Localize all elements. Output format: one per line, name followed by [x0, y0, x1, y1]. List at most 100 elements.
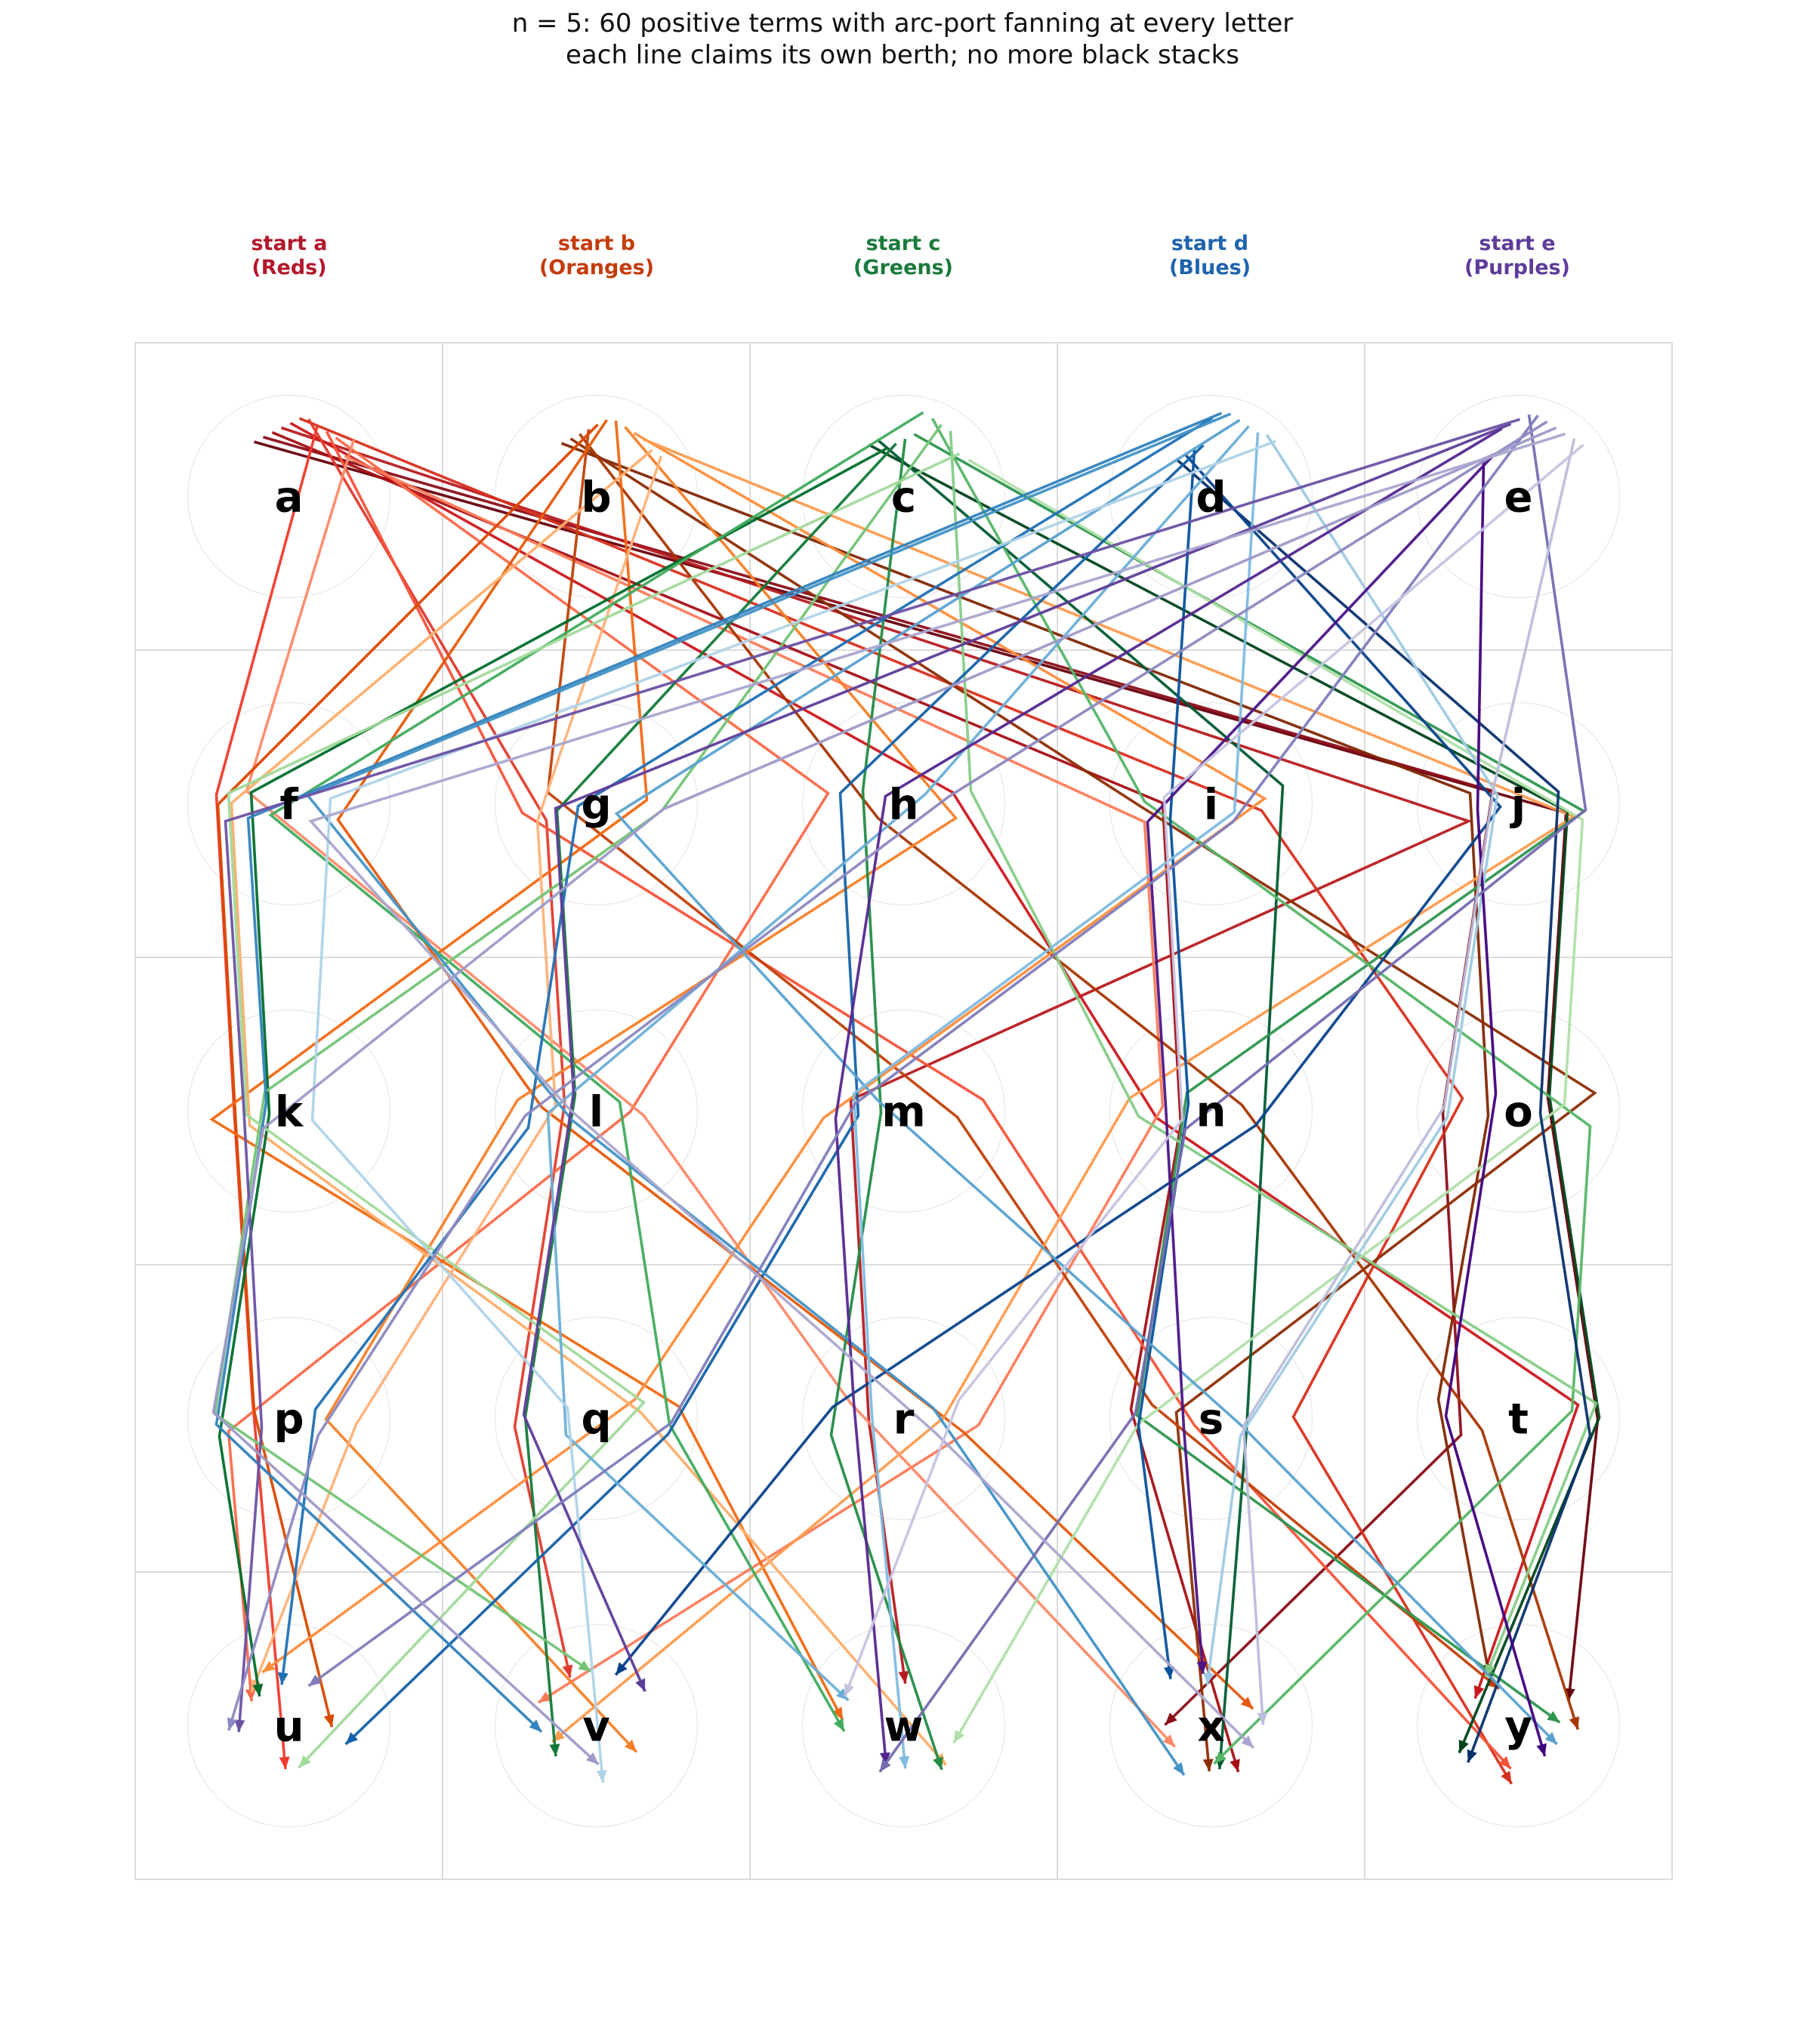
- path-bimqu: [261, 431, 1267, 1674]
- arrowhead-cgkpv: [578, 1660, 591, 1672]
- path-ejnsw: [878, 414, 1587, 1773]
- arrowhead-bhlpv: [624, 1739, 637, 1753]
- start-label-c-line1: start c: [865, 232, 941, 255]
- letter-r: r: [893, 1395, 915, 1444]
- node-ring-r: [801, 1316, 1006, 1521]
- node-ring-k: [187, 1009, 391, 1213]
- path-djosx: [1205, 433, 1499, 1685]
- arrowhead-dflrx: [1173, 1762, 1184, 1775]
- arrowhead-djnrv: [616, 1662, 628, 1676]
- arrowhead-einsx: [1196, 1661, 1208, 1674]
- letter-q: q: [581, 1395, 611, 1444]
- arrowhead-cfkqu: [298, 1755, 311, 1768]
- letter-e: e: [1504, 473, 1533, 523]
- letter-layer: a b c d e f g h i j k l m n o p q r s t u v w x y: [273, 473, 1532, 1752]
- arrowhead-egkpv: [586, 1752, 599, 1765]
- path-bgkqw: [209, 420, 844, 1721]
- arrowhead-aflrx: [1162, 1734, 1175, 1747]
- path-dhmqu: [344, 444, 1205, 1746]
- path-ehmrw: [834, 427, 1503, 1765]
- node-ring-l: [494, 1009, 699, 1213]
- letter-n: n: [1196, 1088, 1226, 1137]
- path-djnrv: [614, 453, 1502, 1676]
- letter-y: y: [1504, 1703, 1532, 1752]
- letter-w: w: [884, 1703, 924, 1752]
- arrowhead-chmrw: [933, 1756, 943, 1770]
- letter-p: p: [273, 1395, 304, 1444]
- arrowhead-efkpu: [234, 1719, 245, 1732]
- path-ejoty: [1444, 461, 1547, 1757]
- arrowhead-aglqv: [562, 1664, 573, 1678]
- node-ring-v: [494, 1623, 699, 1828]
- path-dflrx: [305, 412, 1232, 1777]
- node-ring-n: [1109, 1009, 1313, 1213]
- path-bfkqw: [230, 449, 948, 1767]
- arrowhead-bimqu: [262, 1660, 276, 1673]
- arrowhead-bgkqw: [832, 1706, 843, 1720]
- arrowhead-cfkpu: [252, 1683, 264, 1697]
- path-ehlpu: [227, 420, 1548, 1731]
- letter-a: a: [275, 473, 304, 523]
- path-cfkqu: [227, 452, 961, 1769]
- path-chnty: [949, 430, 1598, 1678]
- letter-k: k: [275, 1088, 304, 1137]
- arrowhead-eglqv: [635, 1678, 646, 1692]
- letter-t: t: [1508, 1395, 1529, 1444]
- path-ainsx: [271, 431, 1240, 1773]
- path-egkpv: [211, 426, 1557, 1766]
- arrowhead-djosx: [1203, 1672, 1214, 1685]
- letter-l: l: [589, 1088, 603, 1137]
- path-ahlpu: [227, 436, 830, 1702]
- path-ciotx: [930, 418, 1592, 1765]
- arrowhead-bfkpu: [323, 1714, 335, 1728]
- arrowhead-cjnsy: [1547, 1711, 1560, 1723]
- start-label-b-line2: (Oranges): [538, 256, 655, 279]
- letter-b: b: [581, 473, 611, 523]
- arrowhead-ainrv: [538, 1691, 551, 1703]
- node-ring-g: [494, 701, 699, 906]
- node-ring-p: [187, 1316, 391, 1521]
- arrowhead-einrw: [844, 1683, 854, 1697]
- path-efkpu: [224, 418, 1521, 1733]
- start-label-b-line1: start b: [557, 232, 636, 255]
- letter-j: j: [1510, 781, 1526, 830]
- arrowhead-djoty: [1467, 1749, 1477, 1763]
- arrowhead-cglqv: [549, 1743, 560, 1756]
- arrowhead-ajoty: [1564, 1688, 1575, 1701]
- start-label-e-line1: start e: [1479, 232, 1556, 255]
- path-chmrw: [829, 439, 943, 1771]
- arrowhead-ehlpu: [227, 1717, 238, 1731]
- letter-g: g: [581, 781, 611, 830]
- letter-d: d: [1196, 473, 1226, 523]
- node-ring-s: [1109, 1316, 1313, 1521]
- path-ejosx: [1242, 438, 1576, 1725]
- path-djoty: [1175, 458, 1592, 1763]
- node-ring-a: [187, 394, 391, 599]
- node-ring-e: [1416, 394, 1621, 599]
- start-label-d-line1: start d: [1171, 232, 1249, 255]
- path-cflqw: [268, 411, 924, 1732]
- letter-v: v: [582, 1703, 610, 1752]
- path-bflrx: [336, 419, 1254, 1710]
- node-ring-w: [801, 1623, 1006, 1828]
- start-label-c-line2: (Greens): [853, 256, 954, 279]
- arrowhead-aiosy: [1501, 1771, 1512, 1784]
- start-label-a-line2: (Reds): [251, 256, 327, 279]
- letter-m: m: [881, 1088, 925, 1137]
- node-ring-m: [801, 1009, 1006, 1213]
- arrowhead-bflrx: [1240, 1697, 1254, 1709]
- node-ring-q: [494, 1316, 699, 1521]
- node-ring-d: [1109, 394, 1313, 599]
- arrowhead-ahnty: [1473, 1685, 1485, 1699]
- start-label-d: start d (Blues): [1097, 232, 1323, 280]
- arrowhead-bhnty: [1569, 1716, 1580, 1730]
- arrowhead-ainsx: [1230, 1759, 1240, 1772]
- node-ring-h: [801, 701, 1006, 906]
- start-label-b: start b (Oranges): [483, 232, 710, 280]
- path-aflrx: [245, 439, 1177, 1748]
- start-label-d-line2: (Blues): [1168, 256, 1251, 279]
- start-label-e-line2: (Purples): [1464, 256, 1570, 279]
- arrowhead-dgmsy: [1544, 1731, 1557, 1744]
- arrowhead-dfkqv: [596, 1770, 607, 1783]
- path-cjosw: [952, 458, 1584, 1744]
